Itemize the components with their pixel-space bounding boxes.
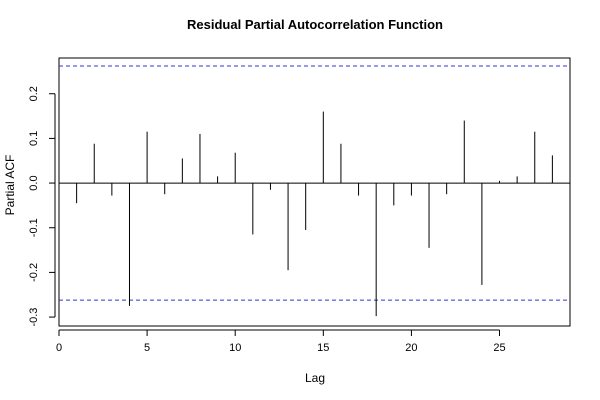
y-tick-label: -0.3 <box>28 308 40 327</box>
y-tick-label: -0.2 <box>28 263 40 282</box>
chart-marks: 0 5 10 15 20 25 -0.3 -0.2 -0.1 0.0 0.1 0.2 <box>28 65 570 354</box>
x-tick-label: 0 <box>56 342 62 354</box>
y-tick-label: 0.2 <box>28 86 40 101</box>
x-tick-label: 15 <box>317 342 329 354</box>
x-tick-label: 20 <box>405 342 417 354</box>
x-tick-label: 5 <box>144 342 150 354</box>
plot-frame <box>58 57 571 327</box>
y-tick-label: -0.1 <box>28 218 40 237</box>
chart-title: Residual Partial Autocorrelation Functio… <box>187 17 443 32</box>
y-axis-label: Partial ACF <box>3 155 17 216</box>
x-axis-label: Lag <box>305 371 325 385</box>
y-tick-label: 0.0 <box>28 175 40 190</box>
y-tick-label: 0.1 <box>28 131 40 146</box>
x-tick-label: 25 <box>493 342 505 354</box>
x-tick-label: 10 <box>229 342 241 354</box>
